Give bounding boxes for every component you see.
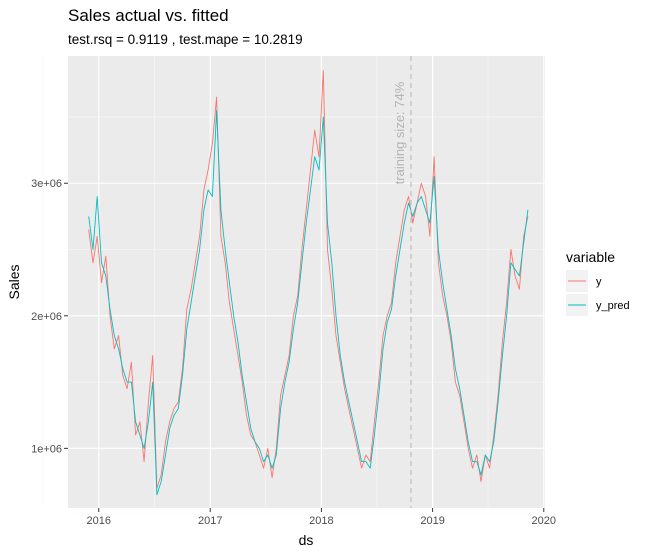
y-tick-label-2e+06: 2e+06 [31,311,62,323]
x-axis-ticks: 2016 2017 2018 2019 2020 [87,508,556,527]
x-tick-label-2016: 2016 [87,515,111,527]
series-line-y [88,70,529,489]
legend-label-y-pred: y_pred [596,300,630,312]
training-size-annotation: training size: 74% [392,81,407,184]
plot-panel [68,56,545,508]
legend-title: variable [566,249,615,265]
legend-label-y: y [596,276,602,288]
x-tick-label-2020: 2020 [532,515,556,527]
y-axis-ticks: 1e+06 2e+06 3e+06 [31,178,68,455]
x-tick-label-2019: 2019 [420,515,444,527]
legend: variable y y_pred [566,249,630,316]
x-axis-title: ds [299,532,314,548]
chart-title: Sales actual vs. fitted [68,6,229,25]
x-tick-label-2018: 2018 [309,515,333,527]
y-axis-title: Sales [6,264,22,299]
chart-subtitle: test.rsq = 0.9119 , test.mape = 10.2819 [68,32,303,47]
y-tick-label-3e+06: 3e+06 [31,178,62,190]
series-line-y-pred [88,109,529,496]
series-lines [88,70,529,496]
x-tick-label-2017: 2017 [198,515,222,527]
y-tick-label-1e+06: 1e+06 [31,443,62,455]
